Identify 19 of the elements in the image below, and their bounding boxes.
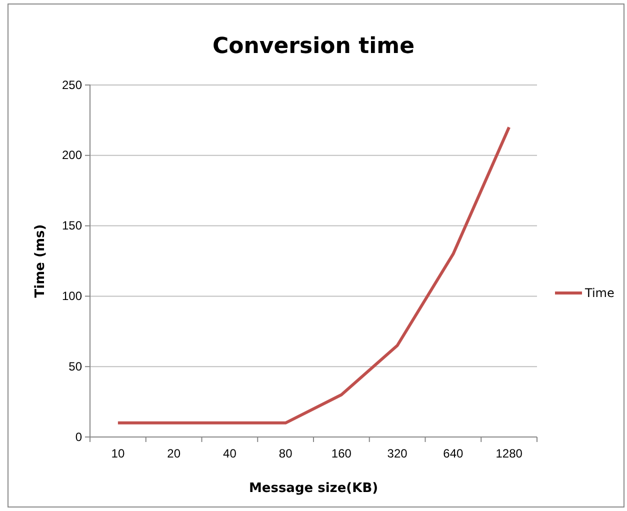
y-tick-label: 250 [62, 78, 82, 92]
x-tick-label: 80 [278, 446, 293, 461]
x-tick-label: 40 [223, 446, 237, 461]
x-tick-label: 10 [111, 446, 125, 461]
line-series [116, 126, 511, 424]
y-tick-label: 100 [62, 289, 82, 304]
legend-label: Time [584, 286, 614, 300]
x-tick-label: 640 [443, 446, 464, 461]
y-tick-label: 150 [62, 218, 82, 233]
x-axis-title: Message size(KB) [248, 481, 378, 496]
y-tick-label: 0 [75, 430, 82, 444]
x-tick-label: 160 [331, 446, 352, 461]
chart-title: Conversion time [212, 34, 415, 59]
x-tick-label: 320 [387, 446, 408, 461]
y-tick-label: 200 [62, 148, 82, 162]
x-tick-label: 20 [167, 446, 181, 461]
x-tick-label: 1280 [496, 446, 523, 461]
y-axis-title: Time (ms) [33, 224, 48, 298]
y-tick-label: 50 [68, 359, 82, 374]
